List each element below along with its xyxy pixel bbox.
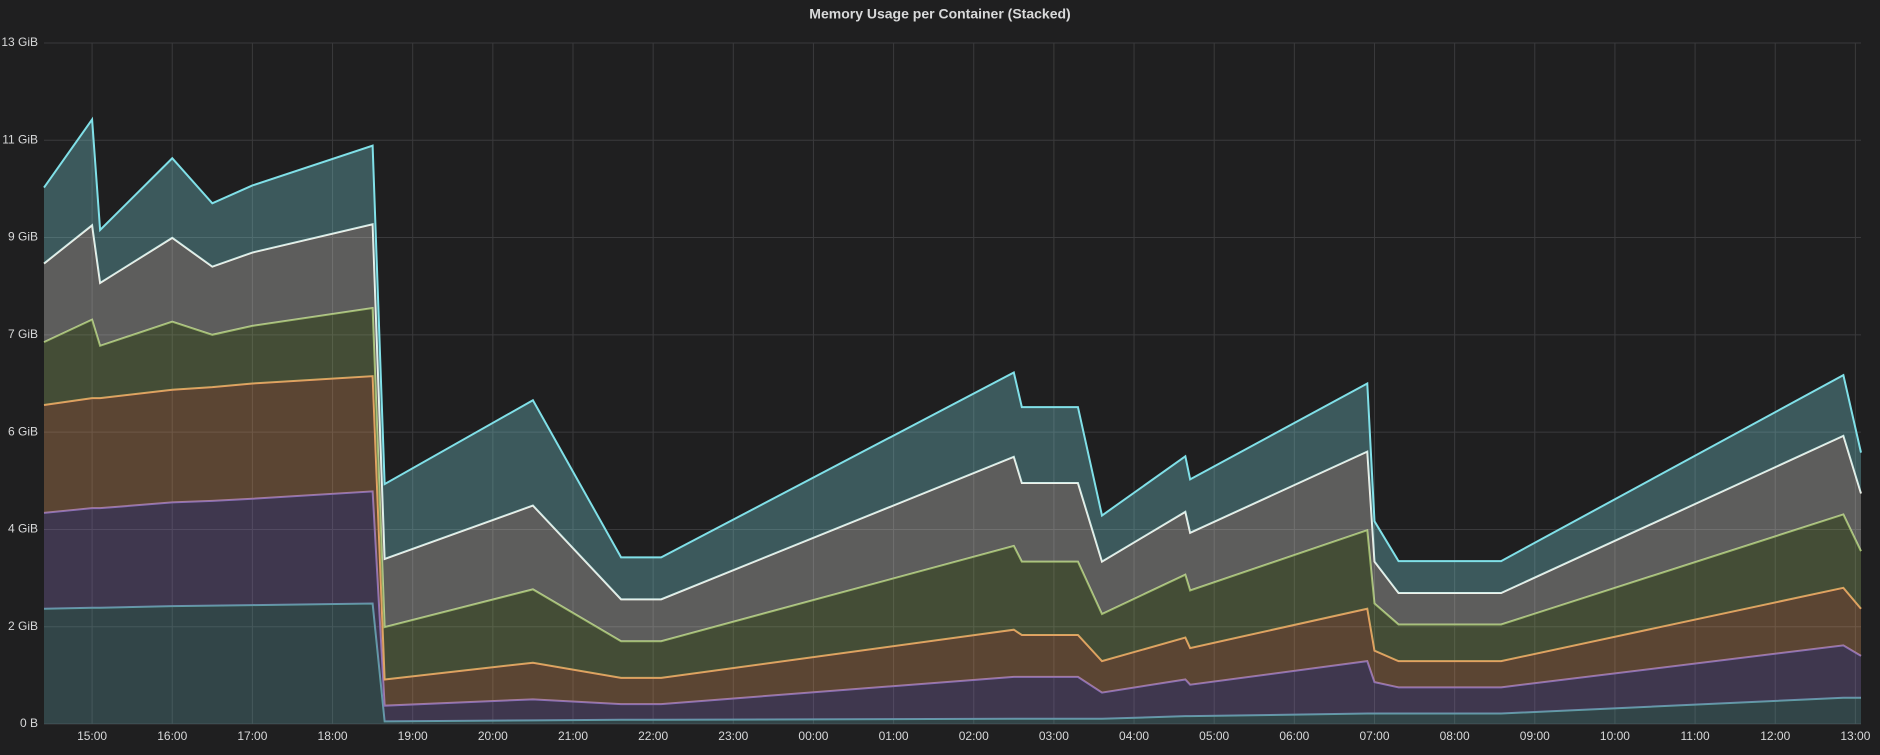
x-tick-label: 00:00	[798, 729, 828, 743]
x-tick-label: 03:00	[1039, 729, 1069, 743]
area-fill	[44, 376, 1861, 706]
series-line	[43, 490, 1862, 707]
area-fill	[44, 603, 1861, 724]
series-line	[43, 222, 1862, 601]
x-tick-label: 15:00	[77, 729, 107, 743]
x-tick-label: 04:00	[1119, 729, 1149, 743]
area-fill	[44, 224, 1861, 642]
y-tick-label: 2 GiB	[8, 619, 38, 633]
y-tick-label: 4 GiB	[8, 522, 38, 536]
y-tick-label: 13 GiB	[1, 35, 38, 49]
x-tick-label: 19:00	[398, 729, 428, 743]
x-tick-label: 06:00	[1279, 729, 1309, 743]
chart-title[interactable]: Memory Usage per Container (Stacked)	[809, 6, 1070, 22]
y-tick-label: 0 B	[20, 716, 38, 730]
series-line	[43, 306, 1862, 643]
x-tick-label: 16:00	[157, 729, 187, 743]
series-line	[43, 602, 1861, 723]
x-tick-label: 17:00	[237, 729, 267, 743]
series-line	[43, 116, 1862, 563]
x-tick-label: 05:00	[1199, 729, 1229, 743]
y-tick-label: 11 GiB	[2, 132, 38, 146]
x-tick-label: 20:00	[478, 729, 508, 743]
x-tick-label: 11:00	[1681, 729, 1710, 743]
x-tick-label: 01:00	[879, 729, 909, 743]
x-tick-label: 09:00	[1520, 729, 1550, 743]
x-tick-label: 02:00	[959, 729, 989, 743]
series-line	[43, 375, 1862, 681]
x-tick-label: 10:00	[1600, 729, 1630, 743]
x-tick-label: 08:00	[1440, 729, 1470, 743]
y-tick-label: 6 GiB	[8, 424, 38, 438]
x-tick-label: 21:00	[558, 729, 588, 743]
y-tick-label: 9 GiB	[8, 230, 38, 244]
y-tick-label: 7 GiB	[8, 327, 38, 341]
x-tick-label: 12:00	[1760, 729, 1790, 743]
x-tick-label: 23:00	[718, 729, 748, 743]
x-tick-label: 13:00	[1840, 729, 1870, 743]
area-fill	[44, 308, 1861, 680]
x-tick-label: 18:00	[318, 729, 348, 743]
x-tick-label: 07:00	[1359, 729, 1389, 743]
area-fill	[44, 491, 1861, 722]
x-tick-label: 22:00	[638, 729, 668, 743]
area-fill	[44, 119, 1861, 600]
